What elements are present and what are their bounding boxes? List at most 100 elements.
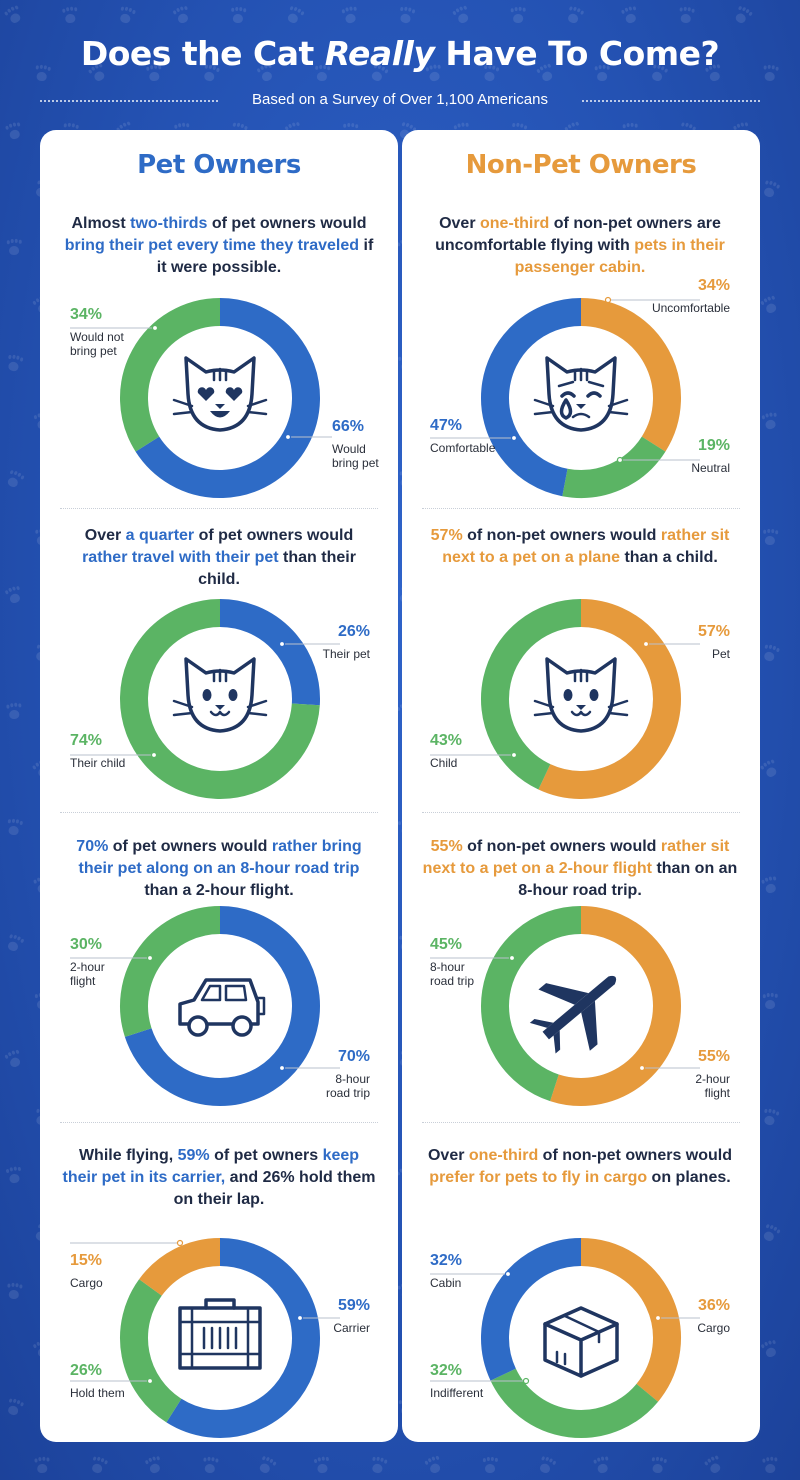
- statement-highlight: two-thirds: [130, 215, 208, 232]
- donut-chart-2: 34% Uncomfortable 19% Neutral 47% Comfortable: [430, 277, 730, 498]
- statement-highlight: rather bring their pet along on an 8-hou…: [78, 838, 362, 877]
- percent-label: 36%: [698, 1297, 730, 1314]
- category-label: 8-hour: [335, 1072, 370, 1086]
- statement-text: of pet owners would: [194, 527, 354, 544]
- pet-carrier-icon: [178, 1298, 262, 1370]
- percent-label: 45%: [430, 936, 462, 953]
- donut-slice-uncomfortable: [580, 298, 681, 452]
- donut-slice-child: [480, 599, 582, 790]
- divider: [60, 508, 378, 509]
- subtitle-dots-right: [582, 100, 760, 102]
- percent-label: 55%: [698, 1048, 730, 1065]
- donut-chart-4: 57% Pet 43% Child: [430, 599, 731, 799]
- box-icon: [543, 1306, 619, 1378]
- statement-highlight: prefer for pets to fly in cargo: [429, 1169, 648, 1186]
- heart-eyes-cat-icon: [172, 356, 268, 432]
- category-label: Child: [430, 756, 457, 770]
- statement-text: of non-pet owners would: [538, 1147, 732, 1164]
- donut-slice-would-bring-pet: [135, 298, 320, 498]
- statement-highlight: rather sit next to a pet on a plane: [442, 527, 730, 566]
- leader-dot: [296, 1314, 304, 1322]
- statement-text: Over: [84, 527, 126, 544]
- statement-highlight: 70%: [76, 838, 109, 855]
- statement-text: than a child.: [620, 549, 718, 566]
- donut-chart-7: 59% Carrier 26% Hold them 15% Cargo: [70, 1238, 370, 1438]
- cat-face-icon: [172, 657, 268, 733]
- percent-label: 34%: [70, 306, 102, 323]
- donut-slice-hold-them: [120, 1279, 182, 1423]
- statement-highlight: one-third: [480, 215, 550, 232]
- page-title: Does the Cat Really Have To Come?: [80, 34, 720, 73]
- donut-slice-pet: [538, 599, 681, 799]
- statement-text: of pet owners: [209, 1147, 323, 1164]
- crying-cat-icon: [533, 356, 629, 432]
- leader-dot: [284, 433, 292, 441]
- donut-slice-their-child: [120, 599, 320, 799]
- percent-label: 74%: [70, 732, 102, 749]
- right-statement-3: 55% of non-pet owners would rather sit n…: [422, 836, 738, 902]
- percent-label: 32%: [430, 1252, 462, 1269]
- statement-text: of non-pet owners are uncomfortable flyi…: [435, 215, 721, 254]
- statement-highlight: rather travel with their pet: [82, 549, 279, 566]
- percent-label: 30%: [70, 936, 102, 953]
- donut-slice-would-not-bring-pet: [120, 298, 221, 452]
- category-label: Hold them: [70, 1386, 125, 1400]
- divider: [60, 1122, 378, 1123]
- category-label: 2-hour: [695, 1072, 730, 1086]
- category-label: bring pet: [70, 344, 117, 358]
- category-label: bring pet: [332, 456, 379, 470]
- category-label: Indifferent: [430, 1386, 484, 1400]
- leader-dot: [604, 296, 612, 304]
- left-statement-4: While flying, 59% of pet owners keep the…: [61, 1145, 377, 1211]
- percent-label: 59%: [338, 1297, 370, 1314]
- left-statement-1: Almost two-thirds of pet owners would br…: [61, 213, 377, 279]
- percent-label: 66%: [332, 418, 364, 435]
- leader-dot: [278, 640, 286, 648]
- leader-dot: [146, 1377, 154, 1385]
- donut-slice-cargo: [139, 1238, 221, 1297]
- category-label: Cabin: [430, 1276, 461, 1290]
- donut-chart-8: 36% Cargo 32% Indifferent 32% Cabin: [430, 1238, 730, 1438]
- divider: [422, 812, 740, 813]
- leader-dot: [146, 954, 154, 962]
- statement-highlight: 55%: [430, 838, 463, 855]
- statement-highlight: one-third: [468, 1147, 539, 1164]
- leader-dot: [508, 954, 516, 962]
- donut-slice-carrier: [166, 1238, 320, 1438]
- statement-text: While flying,: [78, 1147, 178, 1164]
- leader-dot: [654, 1314, 662, 1322]
- category-label: Cargo: [70, 1276, 103, 1290]
- category-label: Cargo: [697, 1321, 730, 1335]
- percent-label: 26%: [70, 1362, 102, 1379]
- statement-text: Over: [439, 215, 480, 232]
- percent-label: 57%: [698, 623, 730, 640]
- statement-text: than on an 8-hour road trip.: [518, 860, 738, 899]
- percent-label: 26%: [338, 623, 370, 640]
- category-label: Carrier: [333, 1321, 370, 1335]
- statement-text: on planes.: [647, 1169, 731, 1186]
- right-statement-2: 57% of non-pet owners would rather sit n…: [422, 525, 738, 569]
- statement-highlight: bring their pet every time they traveled: [64, 237, 360, 254]
- category-label: Would not: [70, 330, 124, 344]
- category-label: flight: [70, 974, 96, 988]
- divider: [422, 508, 740, 509]
- divider: [422, 1122, 740, 1123]
- statement-highlight: pets in their passenger cabin.: [514, 237, 725, 276]
- statement-text: of non-pet owners would: [462, 527, 661, 544]
- category-label: road trip: [326, 1086, 370, 1100]
- donut-slice-8-hour-road-trip: [481, 906, 582, 1102]
- donut-slice-2-hour-flight: [120, 906, 221, 1037]
- category-label: Comfortable: [430, 441, 496, 455]
- category-label: Uncomfortable: [652, 301, 730, 315]
- category-label: Their pet: [323, 647, 371, 661]
- right-statement-4: Over one-third of non-pet owners would p…: [422, 1145, 738, 1189]
- percent-label: 19%: [698, 437, 730, 454]
- airplane-icon: [529, 975, 617, 1054]
- donut-slice-2-hour-flight: [550, 906, 681, 1106]
- percent-label: 15%: [70, 1252, 102, 1269]
